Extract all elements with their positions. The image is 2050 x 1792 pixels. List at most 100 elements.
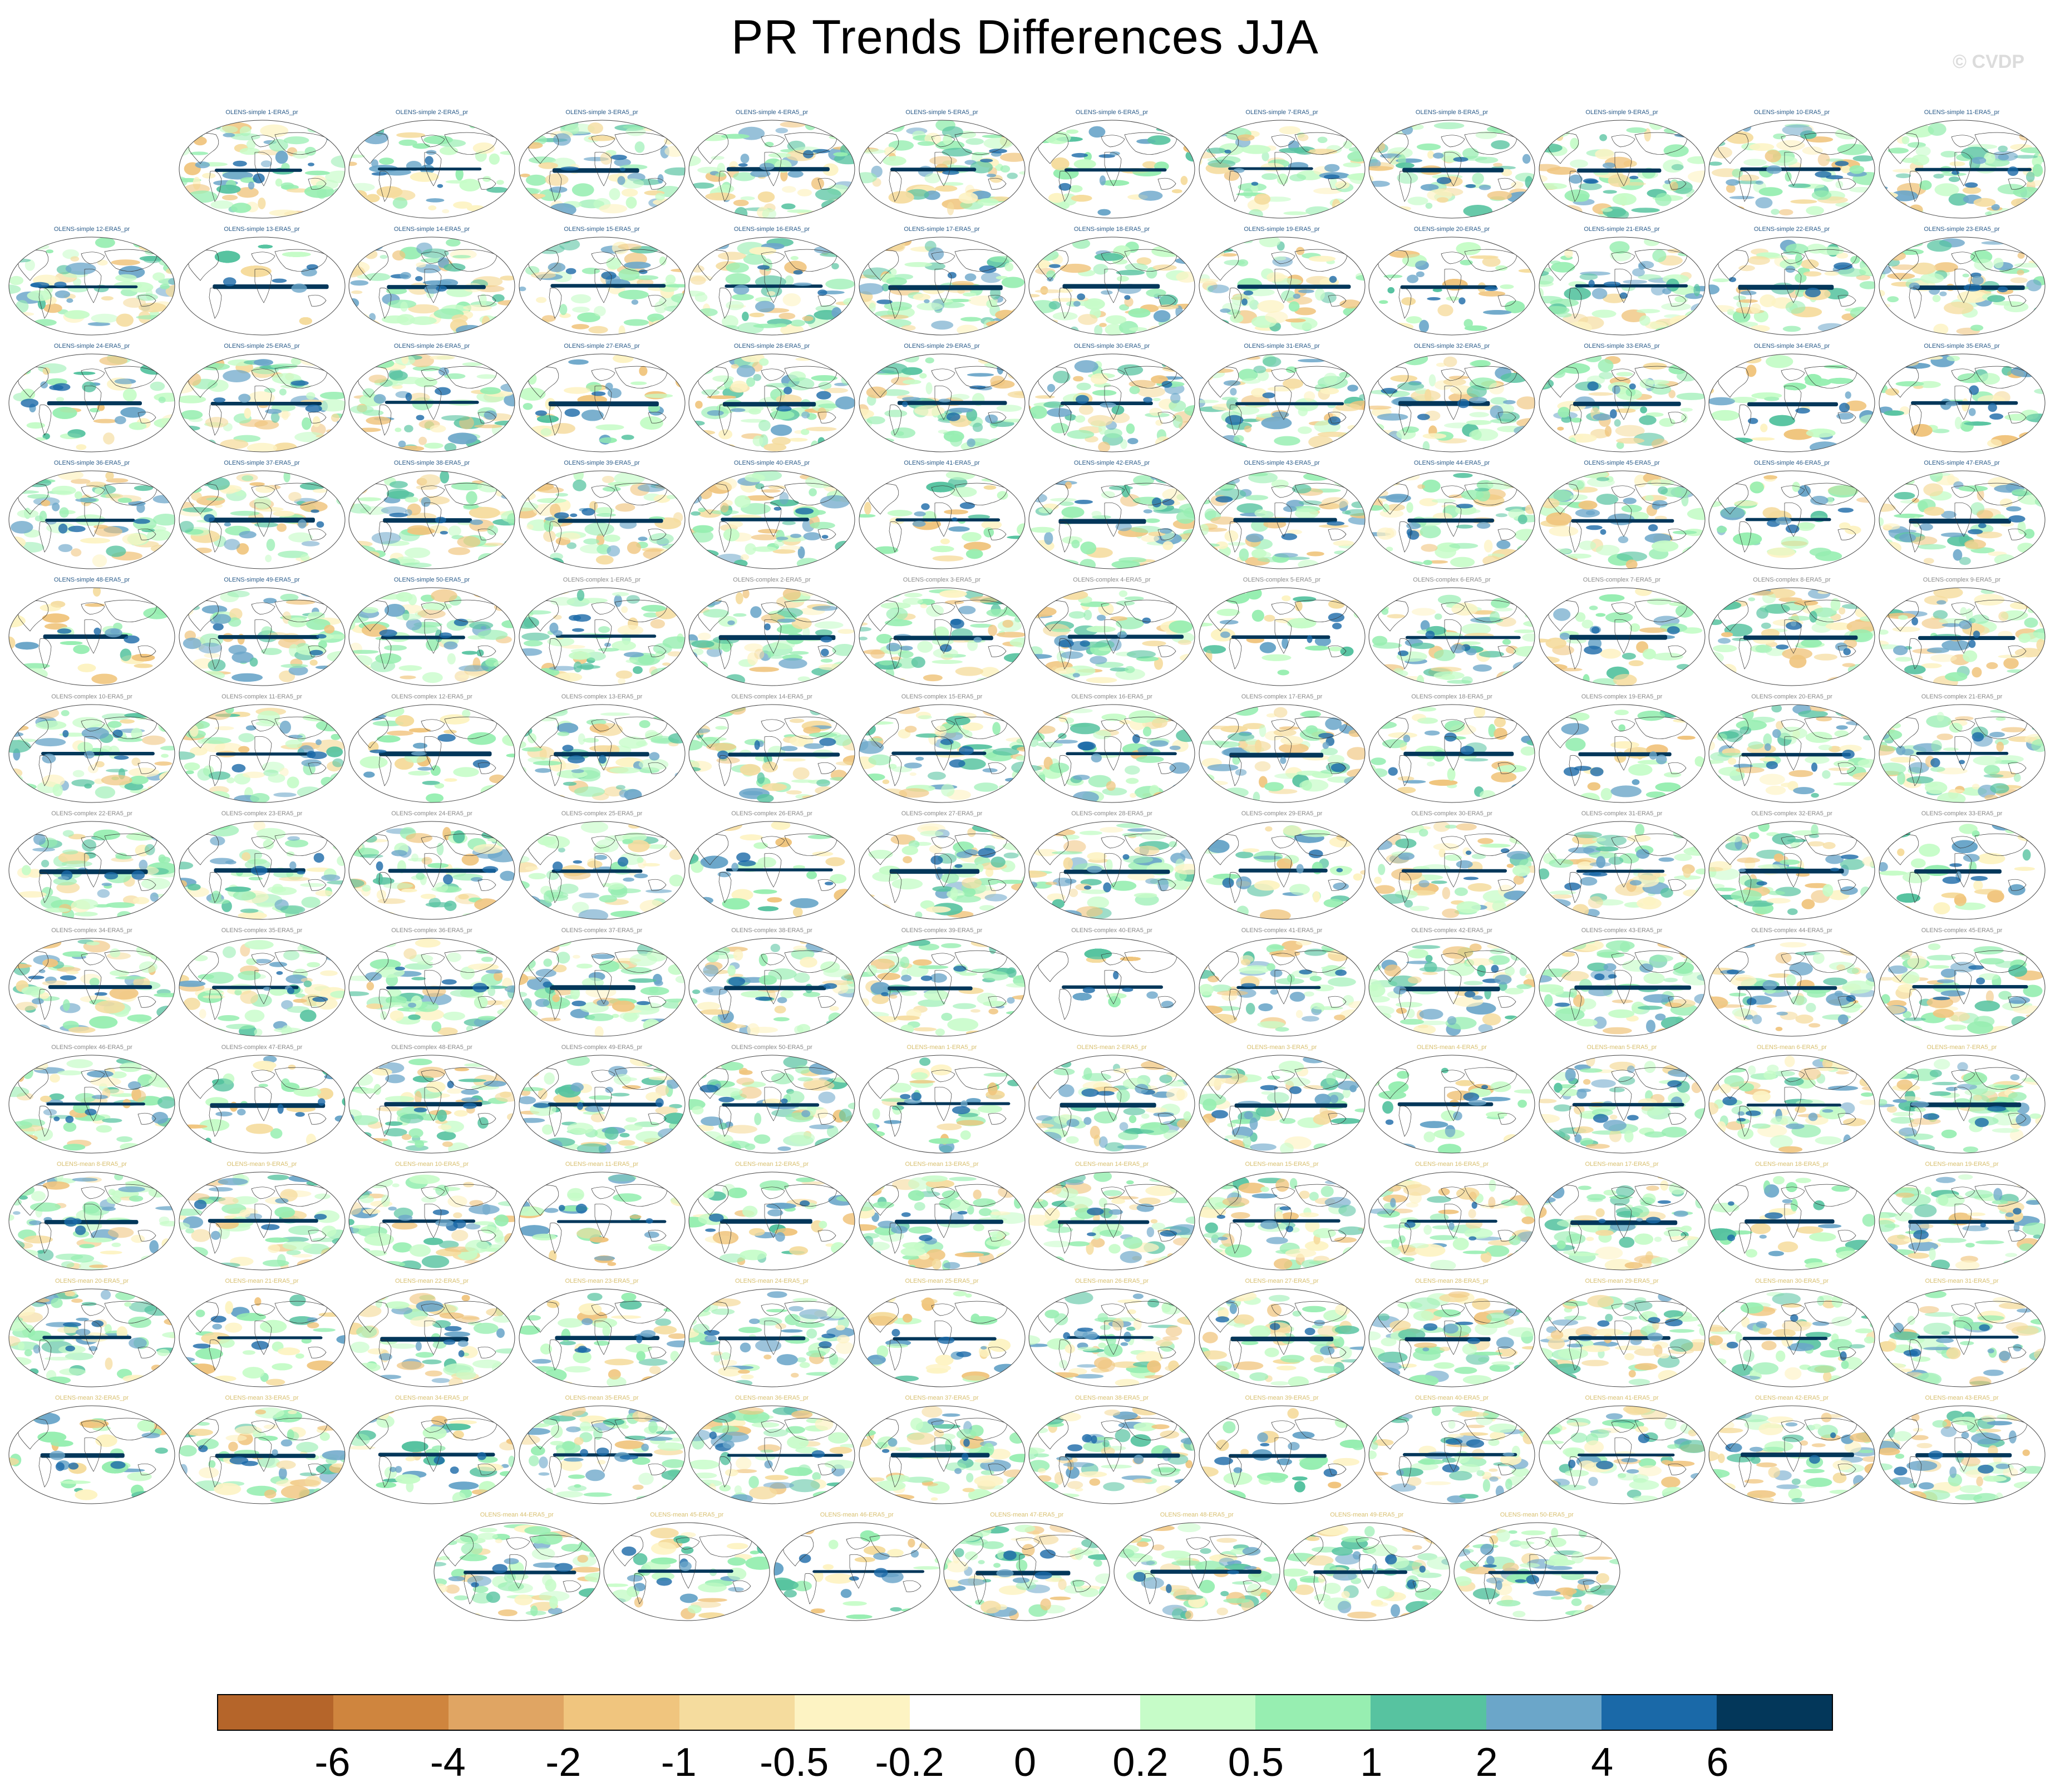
map-panel: OLENS-mean 44-ERA5_pr bbox=[432, 1512, 602, 1623]
map-panel: OLENS-mean 24-ERA5_pr bbox=[687, 1278, 857, 1389]
global-map bbox=[603, 1522, 770, 1621]
panel-label: OLENS-complex 43-ERA5_pr bbox=[1581, 927, 1663, 934]
panel-label: OLENS-complex 40-ERA5_pr bbox=[1071, 927, 1152, 934]
panel-label: OLENS-mean 42-ERA5_pr bbox=[1755, 1395, 1829, 1401]
map-panel: OLENS-mean 33-ERA5_pr bbox=[177, 1395, 347, 1506]
map-panel: OLENS-simple 21-ERA5_pr bbox=[1537, 226, 1707, 337]
map-panel: OLENS-mean 50-ERA5_pr bbox=[1452, 1512, 1622, 1623]
map-panel: OLENS-simple 27-ERA5_pr bbox=[517, 343, 687, 454]
global-map bbox=[1539, 704, 1705, 803]
panel-label: OLENS-mean 38-ERA5_pr bbox=[1075, 1395, 1149, 1401]
map-panel: OLENS-complex 46-ERA5_pr bbox=[7, 1044, 177, 1155]
global-map bbox=[1879, 704, 2045, 803]
map-panel: OLENS-mean 8-ERA5_pr bbox=[7, 1161, 177, 1272]
panel-label: OLENS-complex 28-ERA5_pr bbox=[1071, 810, 1152, 817]
panel-label: OLENS-complex 33-ERA5_pr bbox=[1921, 810, 2003, 817]
global-map bbox=[348, 821, 515, 920]
map-panel: OLENS-simple 10-ERA5_pr bbox=[1707, 109, 1877, 220]
map-panel: OLENS-complex 44-ERA5_pr bbox=[1707, 927, 1877, 1038]
global-map bbox=[859, 1288, 1025, 1387]
global-map bbox=[1028, 938, 1195, 1037]
global-map bbox=[1708, 587, 1875, 686]
global-map bbox=[1879, 120, 2045, 219]
cvdp-watermark: © CVDP bbox=[1953, 51, 2024, 72]
map-panel: OLENS-simple 30-ERA5_pr bbox=[1027, 343, 1197, 454]
global-map bbox=[1028, 1288, 1195, 1387]
global-map bbox=[1028, 704, 1195, 803]
colorbar-tick-label: 2 bbox=[1475, 1740, 1498, 1785]
panel-label: OLENS-simple 45-ERA5_pr bbox=[1584, 460, 1660, 466]
map-panel: OLENS-complex 32-ERA5_pr bbox=[1707, 810, 1877, 922]
map-panel: OLENS-mean 21-ERA5_pr bbox=[177, 1278, 347, 1389]
global-map bbox=[1368, 1288, 1535, 1387]
global-map bbox=[1113, 1522, 1280, 1621]
colorbar-swatch bbox=[1716, 1695, 1832, 1730]
global-map bbox=[859, 938, 1025, 1037]
global-map bbox=[179, 1288, 345, 1387]
map-panel: OLENS-complex 33-ERA5_pr bbox=[1877, 810, 2047, 922]
panel-label: OLENS-complex 30-ERA5_pr bbox=[1411, 810, 1492, 817]
panel-label: OLENS-complex 25-ERA5_pr bbox=[561, 810, 643, 817]
panel-label: OLENS-complex 15-ERA5_pr bbox=[901, 693, 983, 700]
global-map bbox=[688, 1171, 855, 1271]
map-panel: OLENS-complex 9-ERA5_pr bbox=[1877, 577, 2047, 688]
global-map bbox=[688, 120, 855, 219]
map-panel: OLENS-simple 28-ERA5_pr bbox=[687, 343, 857, 454]
panel-label: OLENS-complex 31-ERA5_pr bbox=[1581, 810, 1663, 817]
panel-label: OLENS-complex 50-ERA5_pr bbox=[731, 1044, 812, 1051]
panel-label: OLENS-mean 3-ERA5_pr bbox=[1246, 1044, 1317, 1051]
panel-label: OLENS-complex 1-ERA5_pr bbox=[563, 577, 641, 583]
global-map bbox=[179, 587, 345, 686]
global-map bbox=[1199, 1171, 1365, 1271]
map-panel: OLENS-complex 49-ERA5_pr bbox=[517, 1044, 687, 1155]
map-panel: OLENS-complex 18-ERA5_pr bbox=[1367, 693, 1537, 805]
global-map bbox=[859, 1405, 1025, 1504]
map-panel: OLENS-simple 5-ERA5_pr bbox=[857, 109, 1027, 220]
map-panel: OLENS-simple 32-ERA5_pr bbox=[1367, 343, 1537, 454]
panel-label: OLENS-mean 24-ERA5_pr bbox=[735, 1278, 809, 1284]
panel-label: OLENS-mean 28-ERA5_pr bbox=[1415, 1278, 1489, 1284]
panel-label: OLENS-simple 13-ERA5_pr bbox=[224, 226, 300, 233]
map-panel: OLENS-mean 14-ERA5_pr bbox=[1027, 1161, 1197, 1272]
global-map bbox=[1028, 1405, 1195, 1504]
global-map bbox=[1368, 821, 1535, 920]
global-map bbox=[1708, 120, 1875, 219]
global-map bbox=[1879, 237, 2045, 336]
global-map bbox=[1028, 1055, 1195, 1154]
map-panel: OLENS-mean 32-ERA5_pr bbox=[7, 1395, 177, 1506]
map-panel: OLENS-simple 26-ERA5_pr bbox=[347, 343, 517, 454]
panel-label: OLENS-simple 2-ERA5_pr bbox=[395, 109, 469, 116]
panel-label: OLENS-simple 17-ERA5_pr bbox=[904, 226, 980, 233]
map-panel: OLENS-mean 15-ERA5_pr bbox=[1197, 1161, 1367, 1272]
global-map bbox=[688, 237, 855, 336]
map-panel: OLENS-simple 9-ERA5_pr bbox=[1537, 109, 1707, 220]
global-map bbox=[348, 587, 515, 686]
global-map bbox=[1199, 353, 1365, 452]
panel-label: OLENS-complex 8-ERA5_pr bbox=[1753, 577, 1831, 583]
colorbar-tick-label: 6 bbox=[1706, 1740, 1729, 1785]
map-panel: OLENS-mean 37-ERA5_pr bbox=[857, 1395, 1027, 1506]
colorbar-tick-label: -6 bbox=[314, 1740, 351, 1785]
map-panel: OLENS-mean 4-ERA5_pr bbox=[1367, 1044, 1537, 1155]
global-map bbox=[1879, 1171, 2045, 1271]
global-map bbox=[8, 938, 175, 1037]
colorbar-tick-label: -4 bbox=[430, 1740, 466, 1785]
map-panel: OLENS-mean 11-ERA5_pr bbox=[517, 1161, 687, 1272]
panel-label: OLENS-complex 34-ERA5_pr bbox=[51, 927, 132, 934]
global-map bbox=[1199, 1288, 1365, 1387]
map-panel: OLENS-simple 2-ERA5_pr bbox=[347, 109, 517, 220]
panel-label: OLENS-simple 6-ERA5_pr bbox=[1075, 109, 1149, 116]
global-map bbox=[1708, 470, 1875, 569]
map-panel: OLENS-mean 18-ERA5_pr bbox=[1707, 1161, 1877, 1272]
map-panel: OLENS-simple 49-ERA5_pr bbox=[177, 577, 347, 688]
global-map bbox=[179, 120, 345, 219]
colorbar-swatch bbox=[218, 1695, 334, 1730]
global-map bbox=[859, 821, 1025, 920]
panel-label: OLENS-simple 14-ERA5_pr bbox=[393, 226, 470, 233]
map-panel: OLENS-simple 45-ERA5_pr bbox=[1537, 460, 1707, 571]
panel-label: OLENS-complex 44-ERA5_pr bbox=[1751, 927, 1832, 934]
map-panel: OLENS-complex 47-ERA5_pr bbox=[177, 1044, 347, 1155]
global-map bbox=[1539, 1055, 1705, 1154]
map-panel: OLENS-complex 11-ERA5_pr bbox=[177, 693, 347, 805]
map-panel: OLENS-complex 13-ERA5_pr bbox=[517, 693, 687, 805]
